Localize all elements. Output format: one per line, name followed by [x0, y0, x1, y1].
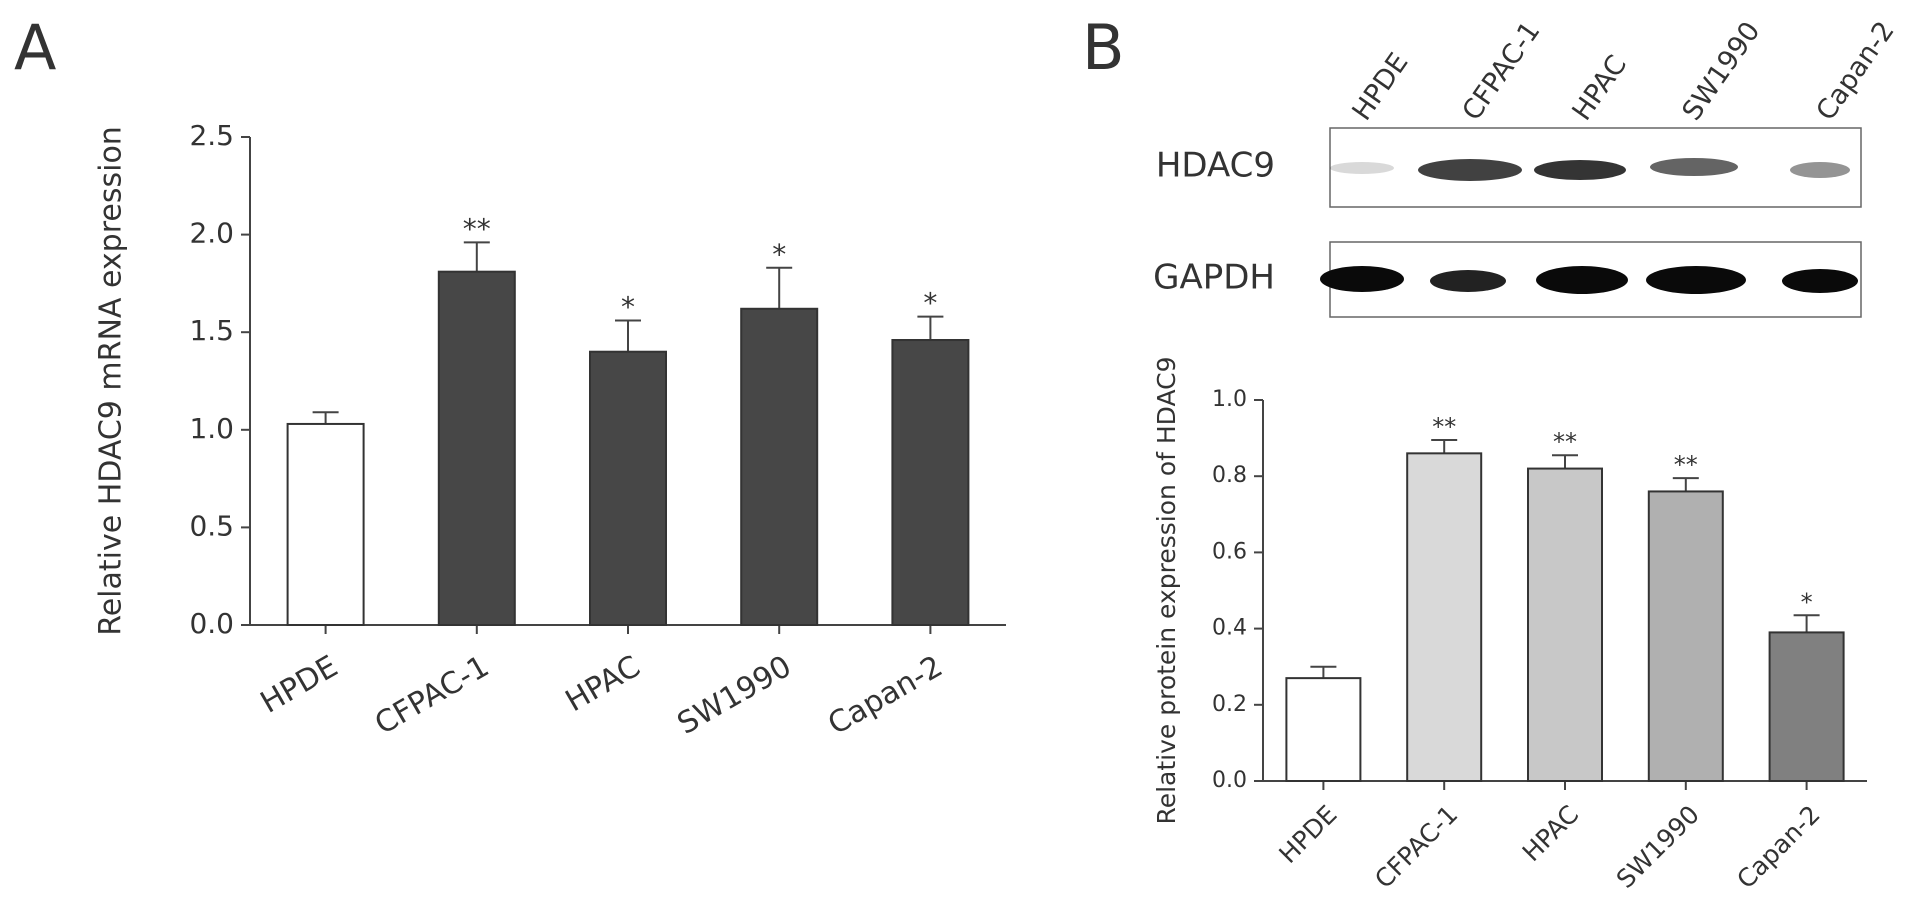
y-tick-label: 1.0 — [1212, 387, 1247, 412]
band — [1330, 162, 1394, 174]
y-tick-label: 0.0 — [189, 607, 234, 640]
band — [1650, 158, 1738, 176]
significance: ** — [1674, 451, 1698, 479]
bar — [891, 339, 970, 626]
x-tick-label: HPAC — [560, 649, 647, 719]
x-tick-label: Capan-2 — [822, 649, 948, 742]
lane-label: SW1990 — [1676, 16, 1766, 126]
bar — [1406, 452, 1483, 782]
x-tick-label: CFPAC-1 — [369, 649, 495, 742]
significance: ** — [1553, 428, 1577, 456]
band — [1430, 270, 1506, 292]
y-tick-label: 0.8 — [1212, 463, 1247, 488]
lane-label: HPAC — [1566, 50, 1633, 127]
y-tick-label: 0.0 — [1212, 768, 1247, 793]
y-tick-label: 1.5 — [189, 314, 234, 347]
y-tick-label: 0.5 — [189, 509, 234, 542]
y-tick-label: 2.0 — [189, 217, 234, 250]
y-axis-label: Relative protein expression of HDAC9 — [1152, 356, 1181, 824]
y-tick-label: 1.0 — [189, 412, 234, 445]
bar — [740, 307, 819, 626]
bar — [437, 270, 516, 626]
x-tick-label: HPDE — [255, 649, 344, 721]
band — [1418, 159, 1522, 181]
blot-row-label: GAPDH — [1153, 258, 1275, 298]
blot-row-label: HDAC9 — [1156, 146, 1275, 186]
y-tick-label: 0.4 — [1212, 616, 1247, 641]
band — [1782, 269, 1858, 293]
band — [1790, 162, 1850, 178]
significance: ** — [463, 212, 491, 245]
lane-label: Capan-2 — [1810, 16, 1900, 126]
band — [1536, 266, 1628, 294]
x-tick-label: SW1990 — [1611, 800, 1705, 894]
significance: * — [923, 287, 937, 320]
y-tick-label: 0.6 — [1212, 539, 1247, 564]
x-tick-label: HPDE — [1273, 800, 1342, 869]
y-tick-label: 0.2 — [1212, 692, 1247, 717]
bar — [1647, 490, 1724, 782]
lane-label: CFPAC-1 — [1456, 16, 1546, 126]
bar — [589, 350, 667, 626]
x-tick-label: Capan-2 — [1731, 800, 1826, 895]
bar — [1768, 631, 1845, 782]
significance: ** — [1432, 413, 1456, 441]
band — [1534, 160, 1626, 180]
panel-label: B — [1082, 11, 1125, 84]
x-tick-label: SW1990 — [672, 649, 798, 742]
bar — [286, 422, 365, 626]
y-axis-label: Relative HDAC9 mRNA expression — [94, 126, 129, 636]
x-tick-label: HPAC — [1517, 800, 1584, 867]
bar — [1527, 467, 1603, 782]
western-blot: HDAC9 GAPDH — [1153, 127, 1862, 318]
significance: * — [621, 290, 635, 323]
y-tick-label: 2.5 — [189, 119, 234, 152]
band — [1320, 266, 1404, 292]
lane-label: HPDE — [1346, 48, 1414, 127]
significance: * — [1801, 588, 1813, 616]
bar — [1285, 677, 1362, 783]
band — [1646, 266, 1746, 294]
x-tick-label: CFPAC-1 — [1369, 800, 1463, 894]
significance: * — [772, 238, 786, 271]
panel-label: A — [14, 11, 56, 84]
